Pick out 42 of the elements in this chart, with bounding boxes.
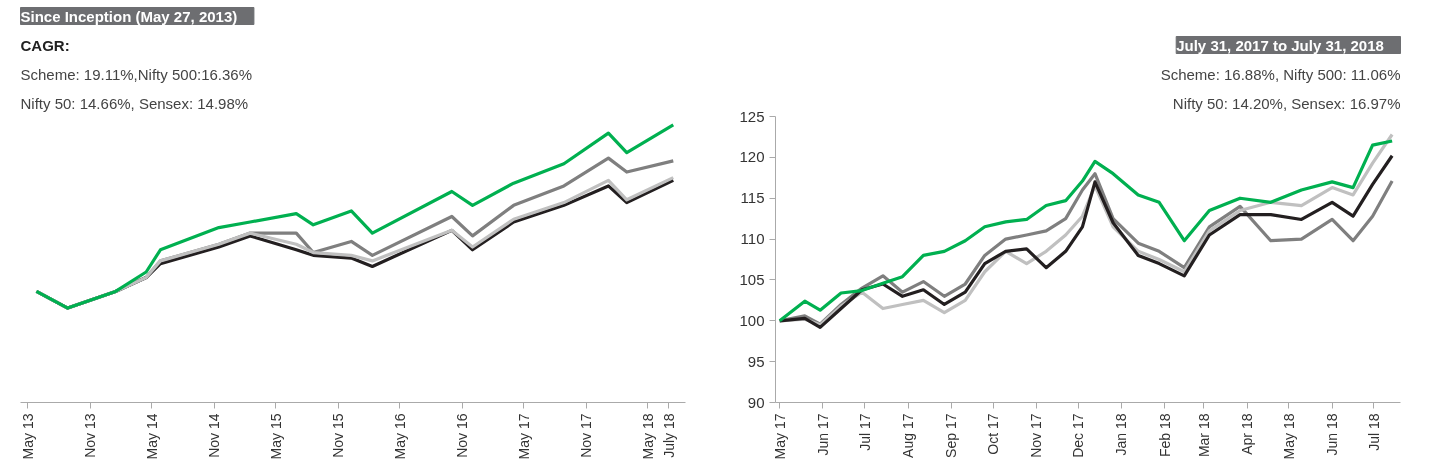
x-tick-label: May 15: [267, 413, 284, 460]
x-tick-label: May 17: [515, 413, 532, 460]
chart-title: Since Inception (May 27, 2013): [20, 7, 238, 25]
x-tick-label: Nov 13: [82, 413, 99, 458]
y-tick-label: 110: [740, 230, 765, 248]
x-tick-label: May 13: [19, 413, 36, 460]
x-tick-label: Feb 18: [1156, 413, 1173, 458]
x-tick-label: Nov 14: [206, 413, 223, 458]
x-tick-label: July 18: [660, 413, 677, 458]
x-tick-label: Jan 18: [1113, 413, 1130, 456]
y-tick-label: 105: [739, 270, 765, 288]
x-tick-label: Nov 17: [1028, 413, 1045, 458]
text: Scheme: 19.11%,Nifty 500:16.36%: [20, 65, 253, 83]
x-tick-label: May 18: [1280, 413, 1297, 460]
x-tick-label: Mar 18: [1195, 413, 1212, 458]
chart-title: July 31, 2017 to July 31, 2018: [1176, 36, 1384, 54]
text: Nifty 50: 14.66%, Sensex: 14.98%: [20, 94, 249, 112]
text: Nifty 50: 14.20%, Sensex: 16.97%: [1172, 94, 1401, 112]
x-tick-label: May 17: [771, 413, 788, 460]
text: Scheme: 16.88%, Nifty 500: 11.06%: [1160, 65, 1401, 83]
x-tick-label: Sep 17: [943, 413, 960, 458]
x-tick-label: May 14: [143, 413, 160, 460]
y-tick-label: 90: [747, 393, 765, 411]
x-tick-label: Jul 18: [1365, 413, 1382, 451]
y-tick-label: 125: [739, 107, 765, 125]
x-tick-label: Jul 17: [856, 413, 873, 451]
y-tick-label: 95: [747, 352, 765, 370]
y-tick-label: 120: [739, 148, 765, 166]
y-tick-label: 100: [739, 311, 765, 329]
x-tick-label: Apr 18: [1239, 413, 1256, 455]
x-tick-label: Nov 16: [454, 413, 471, 458]
chart-subtitle: CAGR:: [20, 36, 70, 54]
x-tick-label: May 18: [639, 413, 656, 460]
x-tick-label: Jun 18: [1324, 413, 1341, 456]
y-tick-label: 115: [740, 189, 765, 207]
x-tick-label: Jun 17: [814, 413, 831, 456]
x-tick-label: Nov 17: [578, 413, 595, 458]
x-tick-label: Dec 17: [1070, 413, 1087, 458]
x-tick-label: Aug 17: [900, 413, 917, 458]
x-tick-label: Nov 15: [330, 413, 347, 458]
x-tick-label: May 16: [391, 413, 408, 460]
x-tick-label: Oct 17: [985, 413, 1002, 455]
